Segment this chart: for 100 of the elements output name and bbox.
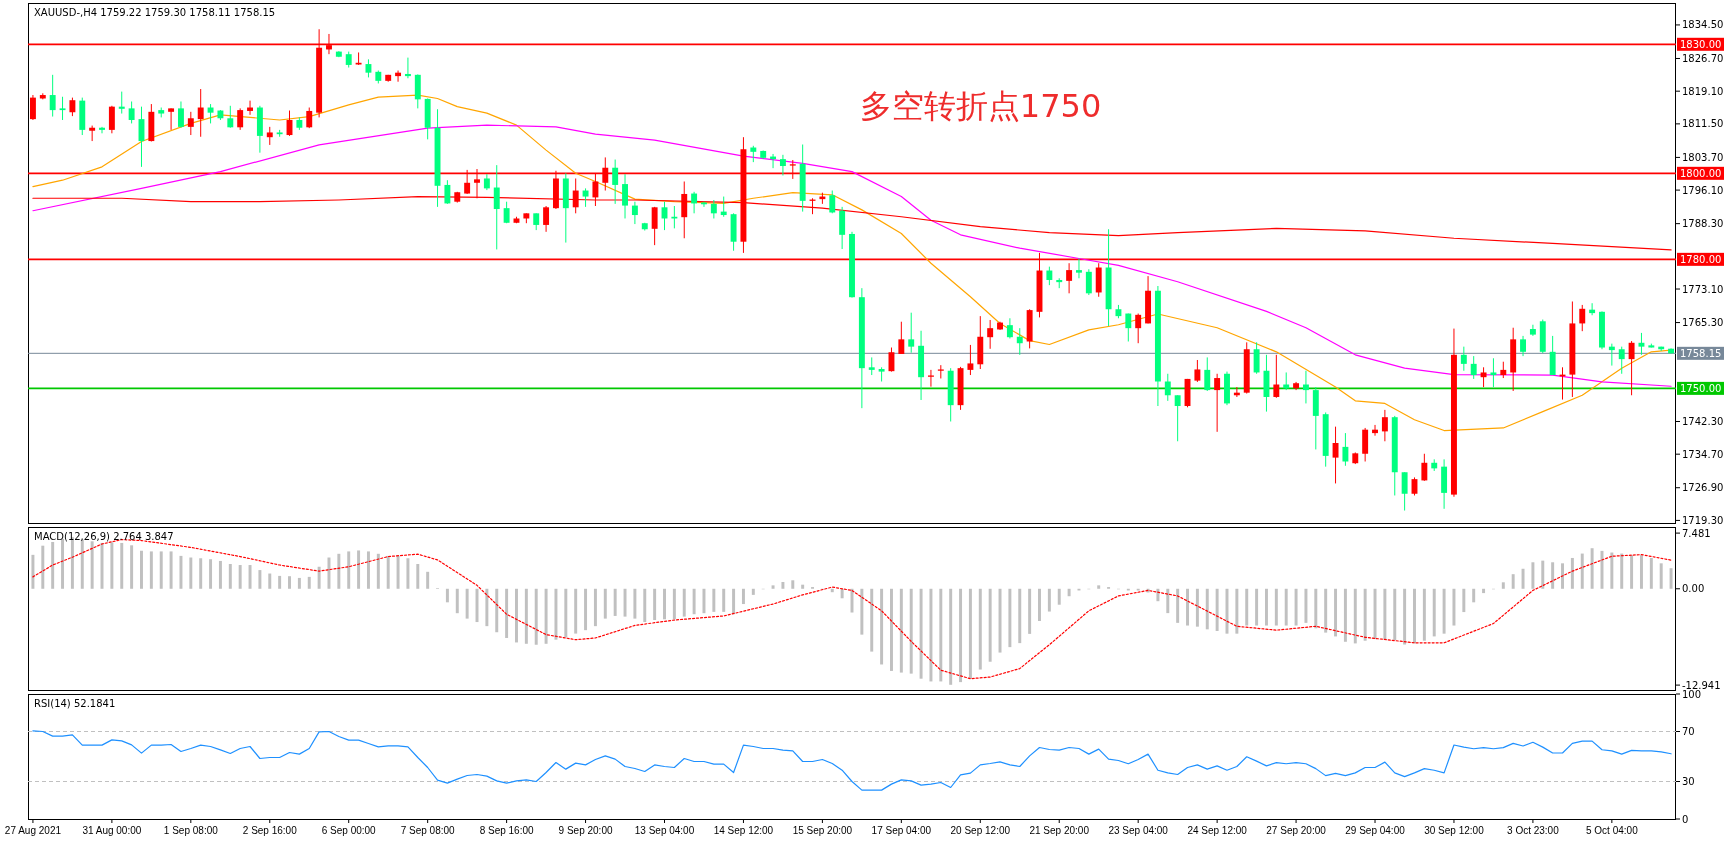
bar: [218, 560, 222, 589]
bar: [830, 588, 834, 593]
bar: [1304, 588, 1308, 623]
bar: [791, 580, 795, 589]
candlestick: [543, 205, 550, 233]
candlestick: [1460, 346, 1467, 372]
bar: [1590, 548, 1594, 589]
bar: [1353, 588, 1357, 644]
candlestick: [779, 154, 786, 176]
bar: [978, 588, 982, 670]
bar: [1205, 588, 1209, 630]
bar: [1028, 588, 1032, 634]
bar: [801, 584, 805, 589]
candlestick: [89, 125, 96, 142]
bar: [672, 588, 676, 620]
bar: [159, 551, 163, 589]
bar: [722, 588, 726, 612]
bar: [1343, 588, 1347, 642]
candlestick: [1618, 346, 1625, 375]
bar: [1639, 555, 1643, 589]
candlestick: [1480, 366, 1487, 388]
bar: [1393, 588, 1397, 641]
candlestick: [927, 369, 934, 388]
y-tick-label: -12.941: [1682, 679, 1721, 691]
bar: [179, 555, 183, 589]
bar: [1541, 560, 1545, 589]
bar: [564, 588, 568, 638]
x-tick-label: 1 Sep 08:00: [163, 825, 219, 836]
bar: [1294, 588, 1298, 626]
candlestick: [1066, 262, 1073, 294]
bar: [643, 588, 647, 623]
bar: [120, 542, 124, 589]
candlestick: [237, 107, 244, 131]
x-tick-label: 30 Sep 12:00: [1424, 825, 1485, 836]
candlestick: [1076, 257, 1082, 279]
candlestick: [1016, 327, 1023, 356]
bar: [1422, 588, 1426, 641]
candlestick: [710, 199, 717, 219]
bar: [366, 551, 370, 589]
candlestick: [1253, 341, 1260, 375]
candlestick: [622, 173, 628, 219]
bar: [899, 588, 903, 673]
bar: [1186, 588, 1189, 626]
ref-line-label: 1830.00: [1680, 38, 1722, 50]
bar: [692, 588, 696, 615]
bar: [623, 588, 627, 617]
candlestick: [187, 111, 194, 136]
bar: [889, 588, 893, 671]
candlestick: [69, 97, 76, 117]
candlestick: [1401, 471, 1408, 512]
bar: [228, 563, 232, 589]
bar: [1630, 555, 1634, 589]
candlestick: [1006, 317, 1013, 339]
bar: [426, 571, 430, 589]
candlestick: [908, 312, 915, 354]
x-tick-label: 29 Sep 04:00: [1345, 825, 1406, 836]
candlestick: [395, 70, 402, 83]
bar: [90, 541, 94, 589]
y-tick-label: 1826.70: [1682, 52, 1724, 64]
bar: [909, 588, 913, 674]
candlestick: [444, 179, 451, 205]
bar: [1383, 588, 1387, 640]
bar: [386, 555, 390, 589]
bar: [741, 588, 745, 605]
bar: [1235, 588, 1239, 634]
y-tick-label: 1819.10: [1682, 85, 1724, 97]
candlestick: [720, 196, 727, 218]
bar: [751, 588, 755, 595]
candlestick: [1046, 266, 1053, 286]
bar: [771, 585, 775, 589]
candlestick: [1381, 409, 1388, 442]
bar: [1097, 585, 1101, 589]
y-tick-label: 70: [1682, 726, 1695, 737]
bar: [682, 588, 686, 617]
bar: [199, 558, 203, 589]
bar: [31, 554, 35, 589]
candlestick: [1302, 370, 1309, 404]
y-tick-label: 1788.30: [1682, 218, 1724, 230]
bar: [593, 588, 597, 627]
candlestick: [1332, 426, 1339, 484]
bar: [51, 541, 55, 589]
bar: [574, 588, 578, 634]
bar: [1018, 588, 1022, 644]
bar: [1561, 563, 1564, 589]
x-tick-label: 20 Sep 12:00: [950, 825, 1011, 836]
bar: [653, 588, 657, 621]
ref-line-label: 1780.00: [1680, 253, 1722, 265]
bar: [465, 588, 469, 619]
bar: [445, 588, 449, 603]
y-tick-label: 1834.50: [1682, 19, 1724, 31]
bar: [169, 551, 173, 589]
candlestick: [1421, 453, 1428, 482]
candlestick: [1628, 340, 1635, 396]
candlestick: [1204, 356, 1211, 392]
bar: [1255, 588, 1259, 626]
bar: [544, 588, 548, 644]
candlestick: [691, 191, 698, 214]
bar: [1531, 562, 1535, 589]
bar: [406, 558, 410, 589]
x-tick-label: 7 Sep 08:00: [400, 825, 456, 836]
